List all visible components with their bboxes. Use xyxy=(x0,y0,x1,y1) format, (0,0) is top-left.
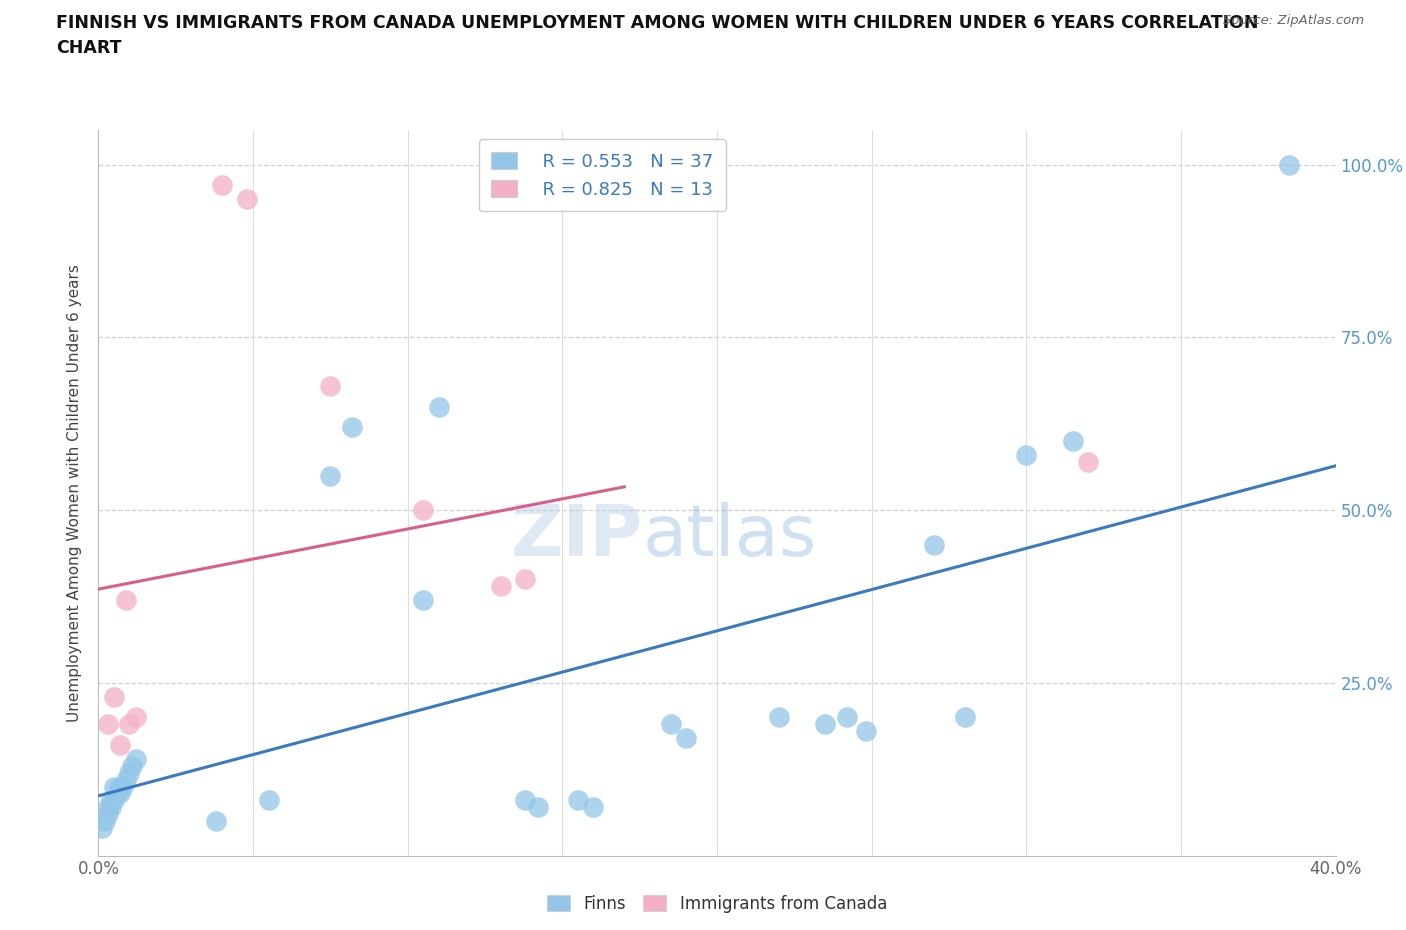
Point xyxy=(112,779,135,794)
Point xyxy=(1062,433,1084,448)
Point xyxy=(124,751,146,766)
Point xyxy=(814,717,837,732)
Text: ZIP: ZIP xyxy=(510,502,643,571)
Point xyxy=(103,793,125,808)
Point xyxy=(412,503,434,518)
Point xyxy=(427,399,450,414)
Point xyxy=(97,717,120,732)
Text: FINNISH VS IMMIGRANTS FROM CANADA UNEMPLOYMENT AMONG WOMEN WITH CHILDREN UNDER 6: FINNISH VS IMMIGRANTS FROM CANADA UNEMPL… xyxy=(56,14,1258,32)
Point xyxy=(659,717,682,732)
Point xyxy=(1015,447,1038,462)
Point xyxy=(319,468,342,483)
Point xyxy=(103,689,125,704)
Point xyxy=(97,800,120,815)
Point xyxy=(835,710,858,724)
Point xyxy=(118,717,141,732)
Point xyxy=(108,779,131,794)
Point xyxy=(118,765,141,780)
Point xyxy=(567,793,589,808)
Y-axis label: Unemployment Among Women with Children Under 6 years: Unemployment Among Women with Children U… xyxy=(67,264,83,722)
Point xyxy=(108,737,131,752)
Point xyxy=(108,786,131,801)
Point xyxy=(97,806,120,821)
Point xyxy=(257,793,280,808)
Point xyxy=(236,192,259,206)
Point xyxy=(121,758,143,773)
Legend: Finns, Immigrants from Canada: Finns, Immigrants from Canada xyxy=(540,888,894,920)
Point xyxy=(515,793,537,808)
Point xyxy=(211,178,233,193)
Point xyxy=(526,800,548,815)
Point xyxy=(1278,157,1301,172)
Point xyxy=(582,800,605,815)
Point xyxy=(340,419,363,434)
Point xyxy=(93,814,115,829)
Point xyxy=(115,592,138,607)
Point xyxy=(319,379,342,393)
Point xyxy=(90,820,112,835)
Point xyxy=(205,814,228,829)
Text: atlas: atlas xyxy=(643,502,817,571)
Point xyxy=(103,779,125,794)
Text: Source: ZipAtlas.com: Source: ZipAtlas.com xyxy=(1223,14,1364,27)
Point xyxy=(1077,455,1099,470)
Point xyxy=(115,772,138,787)
Point xyxy=(489,578,512,593)
Point xyxy=(412,592,434,607)
Text: CHART: CHART xyxy=(56,39,122,57)
Point xyxy=(922,538,945,552)
Point xyxy=(855,724,877,738)
Point xyxy=(100,800,122,815)
Point xyxy=(100,793,122,808)
Point xyxy=(953,710,976,724)
Point xyxy=(675,731,697,746)
Point xyxy=(768,710,790,724)
Point xyxy=(515,572,537,587)
Point xyxy=(124,710,146,724)
Point xyxy=(105,786,128,801)
